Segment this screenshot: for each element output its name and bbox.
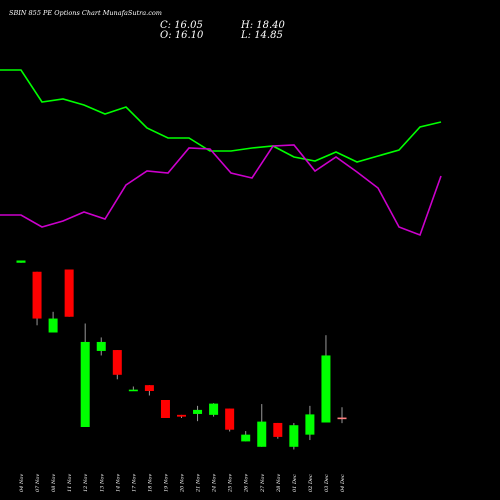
- candle-body: [16, 260, 26, 263]
- candle-24-nov: [209, 403, 219, 417]
- x-tick-label: 13 Nov: [99, 474, 105, 492]
- x-tick-label: 08 Nov: [51, 474, 57, 492]
- candle-body: [305, 414, 315, 435]
- x-tick-label: 19 Nov: [163, 474, 169, 492]
- x-tick-label: 01 Dec: [292, 474, 298, 492]
- candle-07-nov: [32, 271, 42, 326]
- x-tick-label: 21 Nov: [196, 474, 202, 493]
- candle-body: [80, 341, 90, 427]
- x-tick-label: 04 Dec: [340, 474, 346, 492]
- candle-body: [273, 422, 283, 437]
- candle-27-nov: [257, 404, 267, 447]
- x-tick-label: 25 Nov: [228, 474, 234, 493]
- x-tick-label: 07 Nov: [35, 474, 41, 492]
- candle-body: [225, 408, 235, 430]
- x-tick-label: 03 Dec: [324, 474, 330, 492]
- x-tick-label: 24 Nov: [212, 474, 218, 493]
- candle-body: [64, 269, 74, 317]
- open-readout: O: 16.10: [160, 30, 204, 41]
- candle-body: [289, 425, 299, 447]
- candle-17-nov: [128, 386, 138, 392]
- candle-04-nov: [16, 260, 26, 263]
- x-tick-label: 26 Nov: [244, 474, 250, 493]
- candle-body: [209, 403, 219, 415]
- candle-26-nov: [241, 431, 251, 442]
- high-readout: H: 18.40: [241, 20, 285, 31]
- candle-body: [128, 389, 138, 392]
- candle-body: [177, 414, 186, 417]
- candle-01-dec: [289, 422, 299, 450]
- candle-body: [257, 421, 267, 447]
- candle-03-dec: [321, 335, 331, 423]
- candle-body: [144, 385, 154, 391]
- close-readout: C: 16.05: [160, 20, 203, 31]
- candle-18-nov: [144, 385, 154, 396]
- candle-body: [160, 400, 170, 418]
- candle-12-nov: [80, 323, 90, 427]
- x-tick-label: 17 Nov: [131, 474, 137, 492]
- x-tick-label: 27 Nov: [260, 474, 266, 493]
- candle-21-nov: [193, 405, 203, 422]
- candle-28-nov: [273, 422, 283, 439]
- x-tick-label: 11 Nov: [67, 474, 73, 492]
- candle-04-dec: [337, 407, 347, 424]
- candle-body: [337, 417, 347, 420]
- candle-body: [193, 409, 203, 414]
- x-tick-label: 28 Nov: [276, 474, 282, 493]
- candle-11-nov: [64, 269, 74, 317]
- x-tick-label: 14 Nov: [115, 474, 121, 492]
- chart-title: SBIN 855 PE Options Chart MunafaSutra.co…: [9, 9, 162, 17]
- candle-body: [32, 271, 42, 319]
- candle-02-dec: [305, 405, 315, 441]
- candle-25-nov: [225, 408, 235, 432]
- candle-body: [96, 341, 106, 351]
- candle-13-nov: [96, 337, 106, 356]
- candle-body: [112, 350, 122, 375]
- x-tick-label: 18 Nov: [147, 474, 153, 492]
- candle-08-nov: [48, 311, 58, 333]
- candle-body: [48, 318, 58, 333]
- x-tick-label: 12 Nov: [83, 474, 89, 492]
- candle-body: [321, 355, 331, 423]
- candle-14-nov: [112, 350, 122, 380]
- green-indicator-line: [0, 69, 442, 163]
- low-readout: L: 14.85: [241, 30, 283, 41]
- candle-body: [241, 434, 251, 442]
- x-tick-label: 04 Nov: [19, 474, 25, 492]
- candle-20-nov: [177, 414, 186, 418]
- magenta-indicator-line: [0, 144, 442, 237]
- candle-19-nov: [160, 400, 170, 418]
- x-tick-label: 20 Nov: [180, 474, 186, 493]
- x-tick-label: 02 Dec: [308, 474, 314, 492]
